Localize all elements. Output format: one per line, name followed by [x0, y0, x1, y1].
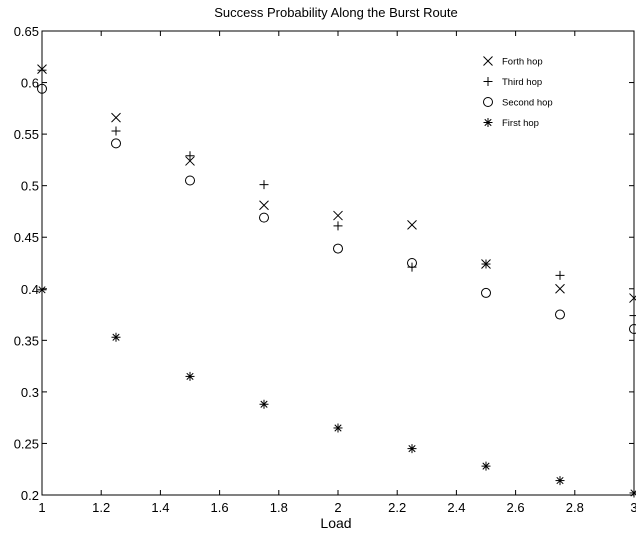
legend-item: First hop — [484, 118, 539, 129]
data-point-star — [334, 423, 343, 432]
y-tick-label: 0.3 — [21, 385, 39, 400]
y-tick-label: 0.6 — [21, 76, 39, 91]
data-point-plus — [334, 221, 343, 230]
legend-label: Forth hop — [502, 57, 543, 68]
data-point-plus — [112, 127, 121, 136]
legend-item: Forth hop — [484, 57, 543, 68]
data-point-star — [408, 444, 417, 453]
series-star — [38, 285, 636, 497]
data-point-circle — [334, 244, 343, 253]
x-tick-label: 2.6 — [507, 500, 525, 515]
y-tick-label: 0.55 — [14, 127, 39, 142]
x-tick-label: 1.4 — [151, 500, 169, 515]
data-point-star — [112, 333, 121, 342]
data-point-circle — [186, 176, 195, 185]
x-axis-label: Load — [320, 515, 351, 531]
y-axis: 0.2 0.25 0.3 0.35 0.4 0.45 0.5 0.55 0.6 0.65 — [14, 24, 634, 503]
series-layer — [38, 65, 636, 498]
y-tick-label: 0.25 — [14, 436, 39, 451]
data-point-x — [260, 201, 269, 210]
data-point-star — [186, 372, 195, 381]
x-tick-label: 3 — [630, 500, 636, 515]
data-point-star — [630, 488, 636, 497]
x-tick-label: 2 — [334, 500, 341, 515]
x-tick-label: 1 — [38, 500, 45, 515]
y-tick-label: 0.2 — [21, 488, 39, 503]
legend-item: Third hop — [484, 77, 543, 88]
legend-marker-circle — [484, 98, 493, 107]
data-point-plus — [630, 311, 636, 320]
series-circle — [38, 84, 636, 333]
legend-marker-plus — [484, 77, 493, 86]
legend-label: Second hop — [502, 98, 553, 109]
y-tick-label: 0.4 — [21, 282, 39, 297]
y-tick-label: 0.5 — [21, 179, 39, 194]
data-point-plus — [38, 66, 47, 75]
data-point-star — [38, 285, 47, 294]
x-tick-label: 2.4 — [447, 500, 465, 515]
data-point-star — [556, 476, 565, 485]
legend-label: Third hop — [502, 77, 542, 88]
data-point-x — [408, 220, 417, 229]
x-tick-label: 1.8 — [270, 500, 288, 515]
data-point-star — [260, 400, 269, 409]
x-tick-label: 1.2 — [92, 500, 110, 515]
data-point-plus — [186, 151, 195, 160]
data-point-circle — [260, 213, 269, 222]
data-point-star — [482, 462, 491, 471]
x-tick-label: 1.6 — [211, 500, 229, 515]
chart-title: Success Probability Along the Burst Rout… — [214, 5, 458, 20]
legend: Forth hop Third hop Second hop First hop — [484, 57, 553, 130]
legend-label: First hop — [502, 118, 539, 129]
y-tick-label: 0.65 — [14, 24, 39, 39]
data-point-x — [556, 284, 565, 293]
data-point-circle — [556, 310, 565, 319]
data-point-plus — [556, 271, 565, 280]
data-point-x — [112, 113, 121, 122]
data-point-x — [630, 294, 636, 303]
data-point-x — [334, 211, 343, 220]
data-point-circle — [112, 139, 121, 148]
legend-item: Second hop — [484, 98, 553, 109]
y-tick-label: 0.45 — [14, 230, 39, 245]
x-tick-label: 2.2 — [388, 500, 406, 515]
data-point-circle — [630, 324, 636, 333]
legend-marker-star — [484, 118, 493, 127]
legend-marker-x — [484, 57, 493, 66]
y-tick-label: 0.35 — [14, 333, 39, 348]
x-tick-label: 2.8 — [566, 500, 584, 515]
data-point-plus — [260, 180, 269, 189]
data-point-circle — [482, 288, 491, 297]
